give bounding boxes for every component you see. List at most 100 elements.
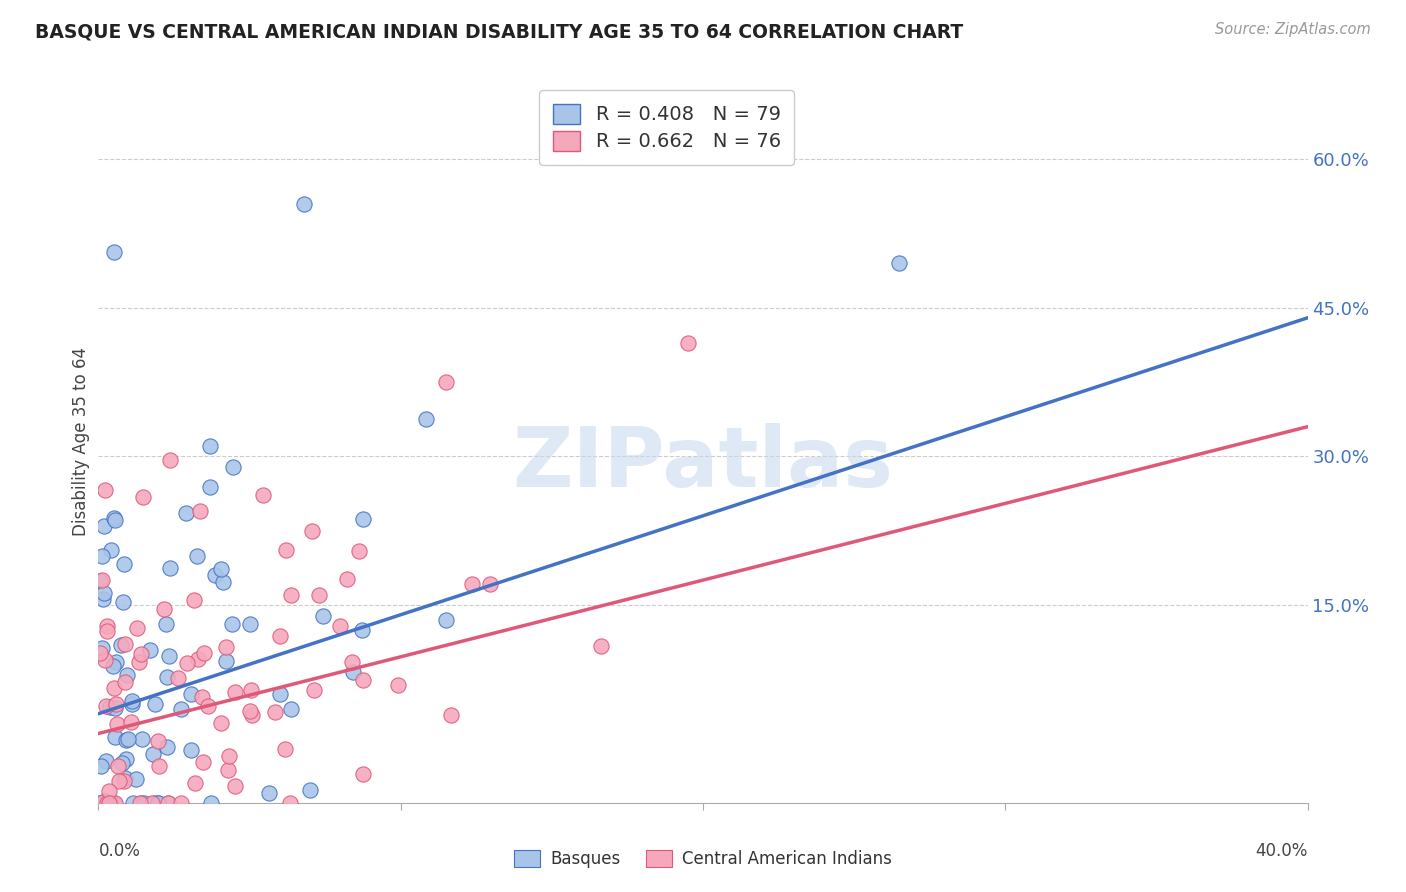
Point [139, 643, 162, 657]
Point [97, 796, 120, 810]
Point [121, 697, 143, 711]
Point [129, 796, 152, 810]
Point [100, 542, 122, 557]
Point [94, 653, 117, 667]
Point [215, 640, 238, 654]
Point [103, 681, 125, 695]
Legend: R = 0.408   N = 79, R = 0.662   N = 76: R = 0.408 N = 79, R = 0.662 N = 76 [538, 90, 794, 165]
Point [212, 574, 235, 589]
Point [114, 636, 136, 650]
Point [302, 682, 325, 697]
Point [301, 524, 323, 538]
Point [347, 543, 370, 558]
Point [188, 504, 211, 518]
Point [127, 621, 149, 635]
Point [142, 747, 165, 761]
Point [87, 796, 110, 810]
Point [98, 700, 121, 714]
Point [415, 412, 437, 426]
Point [312, 609, 335, 624]
Point [104, 697, 127, 711]
Point [91, 573, 114, 587]
Point [141, 796, 163, 810]
Point [148, 734, 170, 748]
Point [112, 774, 135, 789]
Point [191, 756, 214, 770]
Point [889, 256, 911, 270]
Point [115, 732, 138, 747]
Point [148, 796, 170, 810]
Point [174, 506, 197, 520]
Point [114, 771, 136, 785]
Point [167, 671, 190, 685]
Point [222, 459, 245, 474]
Point [186, 549, 208, 564]
Point [352, 767, 374, 781]
Point [90, 640, 112, 655]
Point [157, 648, 180, 663]
Point [252, 487, 274, 501]
Point [117, 732, 139, 747]
Legend: Basques, Central American Indians: Basques, Central American Indians [508, 843, 898, 875]
Point [108, 773, 131, 788]
Point [110, 638, 132, 652]
Point [91, 549, 114, 563]
Point [122, 796, 145, 810]
Point [91, 796, 114, 810]
Y-axis label: Disability Age 35 to 64: Disability Age 35 to 64 [72, 347, 90, 536]
Point [124, 772, 146, 787]
Text: 0.0%: 0.0% [98, 842, 141, 860]
Point [96, 754, 118, 768]
Point [104, 512, 127, 526]
Point [159, 561, 181, 575]
Point [114, 557, 136, 571]
Point [269, 686, 291, 700]
Point [198, 439, 221, 453]
Point [224, 685, 246, 699]
Point [105, 717, 128, 731]
Point [94, 794, 117, 808]
Point [191, 690, 214, 704]
Text: Source: ZipAtlas.com: Source: ZipAtlas.com [1215, 22, 1371, 37]
Point [342, 665, 364, 680]
Point [89, 574, 111, 589]
Point [200, 480, 222, 494]
Point [187, 651, 209, 665]
Point [134, 796, 156, 810]
Point [100, 796, 122, 810]
Point [142, 796, 165, 810]
Point [156, 796, 179, 810]
Point [197, 698, 219, 713]
Point [146, 796, 169, 810]
Point [156, 796, 179, 810]
Point [120, 715, 142, 730]
Point [128, 656, 150, 670]
Point [184, 776, 207, 790]
Point [209, 715, 232, 730]
Point [264, 705, 287, 719]
Point [91, 592, 114, 607]
Point [440, 708, 463, 723]
Point [240, 707, 263, 722]
Point [276, 543, 298, 558]
Point [112, 594, 135, 608]
Point [180, 743, 202, 757]
Point [121, 694, 143, 708]
Point [90, 759, 112, 773]
Point [200, 796, 222, 810]
Point [148, 759, 170, 773]
Point [96, 624, 118, 638]
Point [89, 646, 111, 660]
Point [239, 616, 262, 631]
Point [114, 674, 136, 689]
Point [292, 197, 315, 211]
Point [352, 673, 374, 687]
Point [180, 687, 202, 701]
Point [107, 759, 129, 773]
Point [591, 639, 613, 653]
Point [280, 702, 302, 716]
Point [93, 796, 115, 810]
Point [94, 483, 117, 497]
Point [329, 619, 352, 633]
Text: ZIPatlas: ZIPatlas [513, 423, 893, 504]
